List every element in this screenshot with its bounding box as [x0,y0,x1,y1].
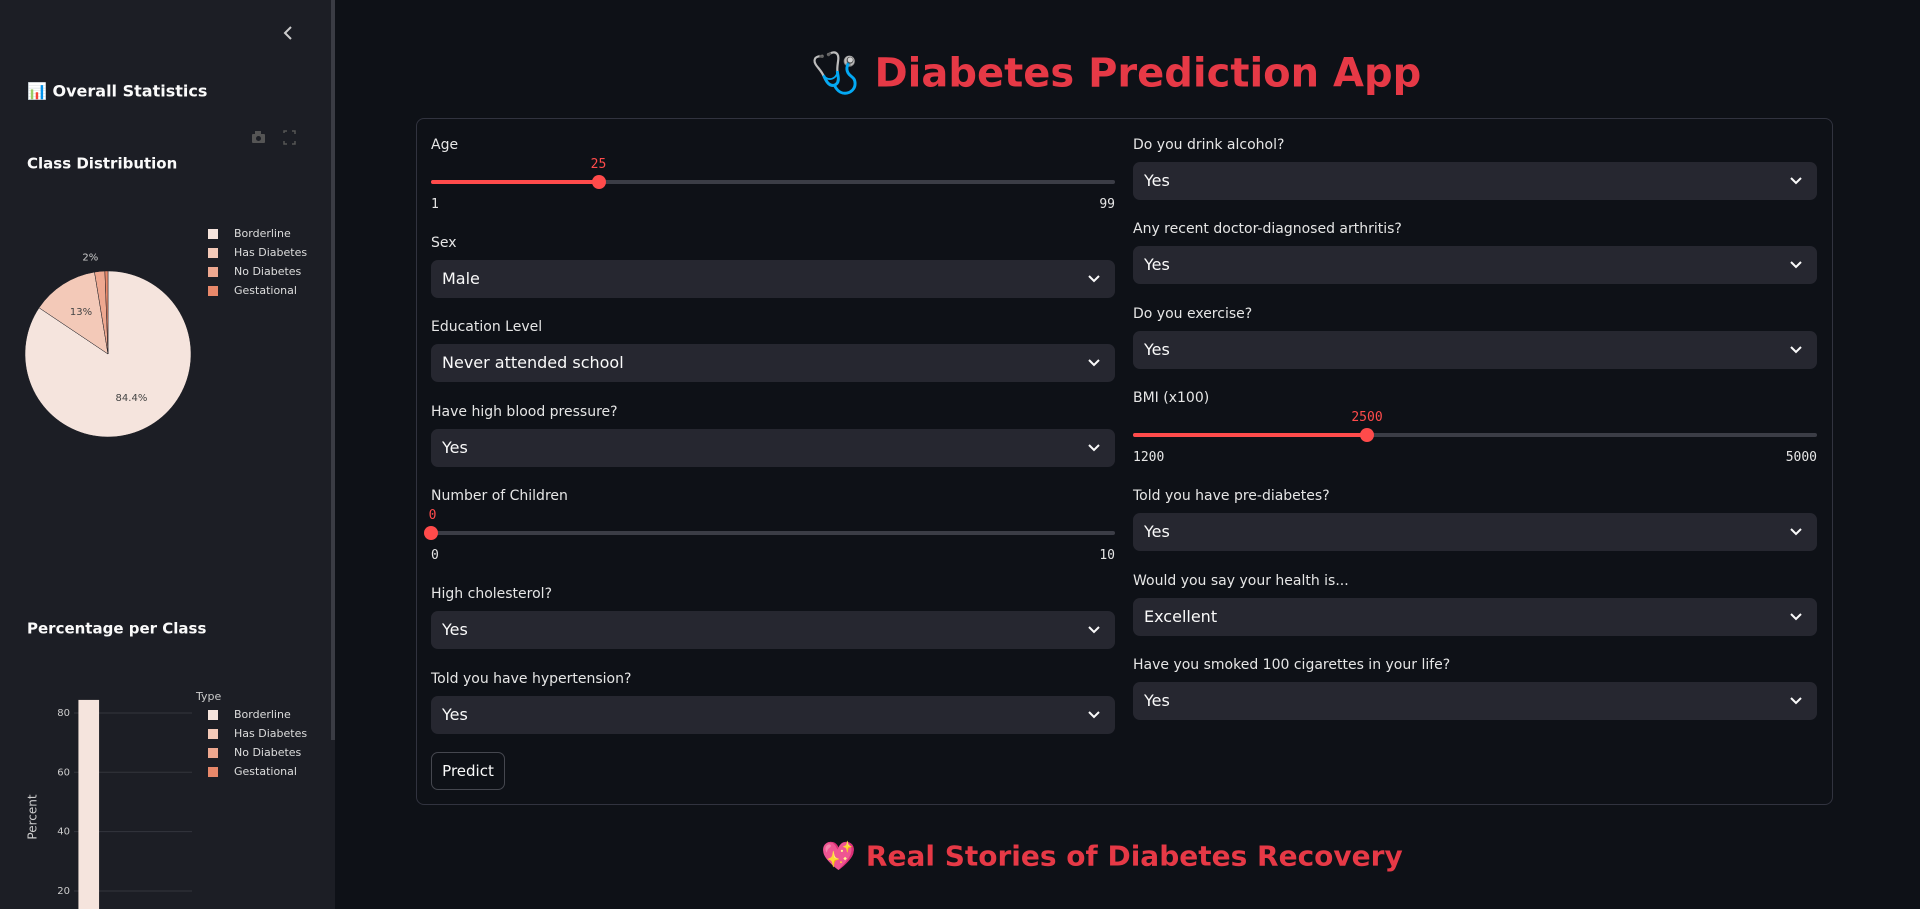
legend-swatch [208,710,218,720]
legend-label: Borderline [234,227,291,240]
slider-track [431,531,1115,535]
predict-button[interactable]: Predict [431,752,505,790]
select-box[interactable]: Yes [431,428,1115,467]
sidebar: 📊 Overall Statistics Class Distribution … [0,0,335,909]
field-label: Do you exercise? [1133,305,1253,322]
y-tick-label: 60 [57,767,70,778]
field-label: Have high blood pressure? [431,403,618,420]
legend-swatch [208,229,218,239]
sidebar-heading: 📊 Overall Statistics [27,82,207,101]
slider-thumb[interactable] [1360,428,1374,442]
legend-label: Has Diabetes [234,727,307,740]
y-tick-label: 40 [57,827,70,838]
pie-label: 84.4% [116,393,148,404]
section-title: 💖 Real Stories of Diabetes Recovery [821,839,1403,873]
slider-value: 25 [590,156,607,172]
dropdown-arrow [1790,261,1802,269]
slider-track [1133,433,1817,437]
field-label: Told you have pre-diabetes? [1133,488,1330,504]
slider-min: 1 [431,196,439,212]
dropdown-arrow [1088,710,1100,718]
dropdown-arrow [1790,176,1802,184]
y-tick-label: 20 [57,886,70,897]
slider-max: 99 [1099,196,1115,212]
legend-label: Has Diabetes [234,246,307,259]
field-label: Would you say your health is... [1133,572,1349,589]
slider-max: 5000 [1785,450,1817,465]
slider-fill [1133,433,1367,437]
camera-icon[interactable] [252,131,265,143]
pie-label: 2% [82,252,98,263]
field-label: Number of Children [431,488,568,504]
select-box[interactable]: Yes [431,695,1115,734]
collapse-button[interactable] [283,26,292,40]
dropdown-arrow [1790,345,1802,353]
select-box[interactable]: Yes [1133,513,1817,551]
form-container [416,118,1833,805]
legend-swatch [208,748,218,758]
slider-value: 2500 [1351,410,1383,425]
field-label: Have you smoked 100 cigarettes in your l… [1133,657,1451,673]
legend-swatch [208,767,218,777]
legend-label: Gestational [234,284,297,297]
legend-title: Type [195,690,221,703]
field-label: Do you drink alcohol? [1133,136,1285,153]
field-label: Told you have hypertension? [431,670,632,687]
slider-fill [431,179,599,184]
field-label: High cholesterol? [431,586,552,602]
chart-title: Percentage per Class [27,620,206,638]
slider-thumb[interactable] [591,174,606,189]
pie-label: 13% [70,307,92,318]
select-box[interactable]: Male [431,259,1115,298]
slider-min: 0 [431,548,439,563]
dropdown-arrow [1088,359,1100,367]
slider-max: 10 [1099,548,1115,563]
fullscreen-icon[interactable] [283,130,296,145]
legend-label: No Diabetes [234,746,302,759]
dropdown-arrow [1790,697,1802,705]
legend-swatch [208,267,218,277]
legend-swatch [208,729,218,739]
legend-label: Gestational [234,765,297,778]
y-axis-label: Percent [26,794,40,839]
select-box[interactable]: Yes [1133,161,1817,200]
slider-thumb[interactable] [424,526,438,540]
field-label: Any recent doctor-diagnosed arthritis? [1133,221,1402,237]
select-box[interactable]: Yes [1133,330,1817,369]
dropdown-arrow [1790,528,1802,536]
select-box[interactable]: Never attended school [431,344,1115,382]
y-tick-label: 80 [57,708,70,719]
pie-slice [104,270,109,355]
field-label: BMI (x100) [1133,390,1210,406]
chart-title: Class Distribution [27,155,177,173]
select-box[interactable]: Yes [431,611,1115,649]
field-label: Age [431,136,459,153]
select-box[interactable]: Excellent [1133,597,1817,636]
slider-min: 1200 [1133,450,1165,465]
legend-swatch [208,286,218,296]
dropdown-arrow [1088,274,1100,282]
slider-value: 0 [428,508,437,523]
legend-label: No Diabetes [234,265,302,278]
select-box[interactable]: Yes [1133,246,1817,284]
select-box[interactable]: Yes [1133,682,1817,720]
dropdown-arrow [1088,626,1100,634]
field-label: Education Level [431,319,543,335]
dropdown-arrow [1790,612,1802,620]
dropdown-arrow [1088,443,1100,451]
field-label: Sex [431,234,457,251]
scrollbar[interactable] [331,0,335,740]
pie-slice [38,271,109,355]
slider-track [431,179,1115,184]
sidebar-canvas: 📊 Overall Statistics Class Distribution … [24,26,307,909]
page-title: 🩺 Diabetes Prediction App [810,50,1422,97]
legend-label: Borderline [234,708,291,721]
bar [78,699,100,909]
legend-swatch [208,248,218,258]
